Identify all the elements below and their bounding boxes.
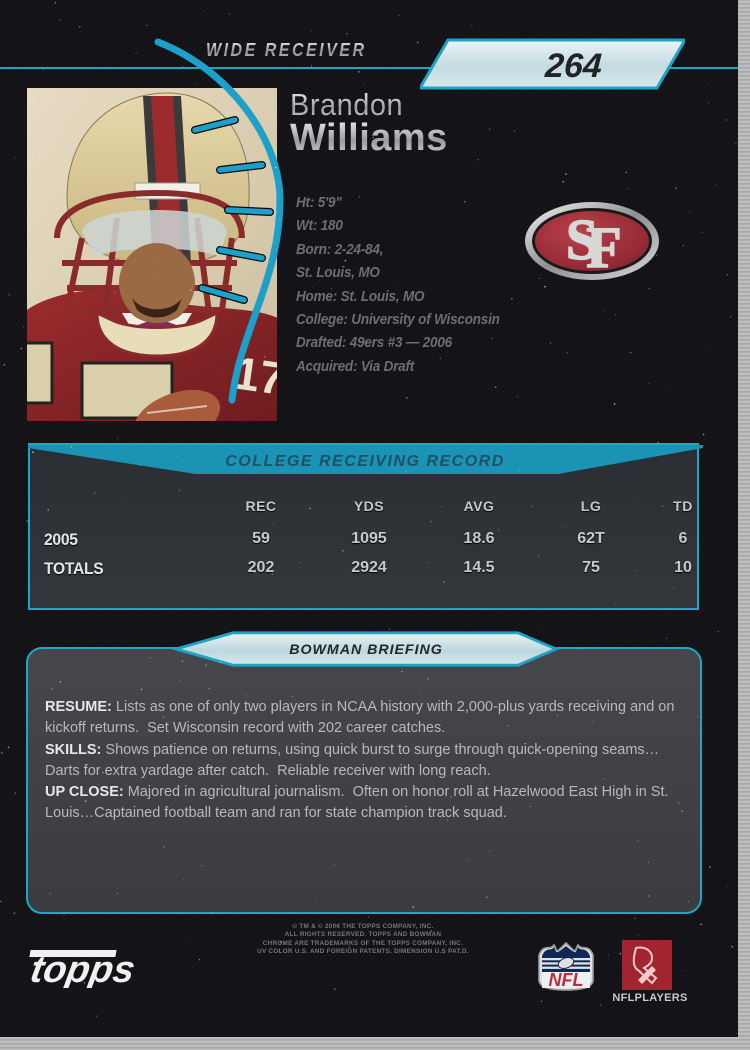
svg-text:F: F	[586, 215, 621, 280]
svg-text:BOWMAN BRIEFING: BOWMAN BRIEFING	[289, 642, 443, 658]
svg-text:NFL: NFL	[549, 970, 584, 990]
svg-text:264: 264	[543, 47, 603, 85]
svg-text:COLLEGE RECEIVING RECORD: COLLEGE RECEIVING RECORD	[225, 453, 505, 470]
